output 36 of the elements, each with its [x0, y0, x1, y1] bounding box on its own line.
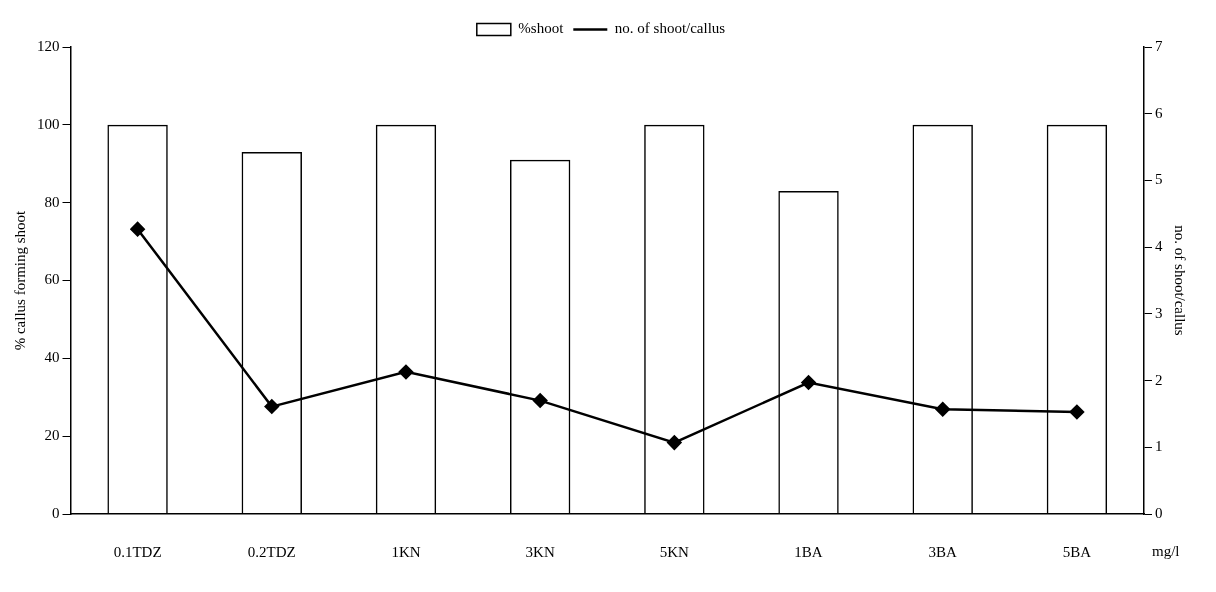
- point: [532, 393, 548, 408]
- point: [398, 364, 414, 380]
- y-tick-label: 0: [52, 504, 60, 521]
- point: [935, 402, 950, 417]
- y2-tick-label: 2: [1155, 371, 1163, 388]
- x-tick-label: 3KN: [525, 543, 555, 560]
- y2-tick-label: 0: [1155, 504, 1163, 521]
- y-tick-label: 120: [37, 37, 60, 54]
- point: [1069, 404, 1085, 420]
- point: [130, 221, 145, 237]
- y2-axis-title: no. of shoot/callus: [1171, 225, 1188, 336]
- y2-tick-label: 4: [1155, 238, 1163, 255]
- y2-tick-label: 5: [1155, 171, 1163, 188]
- x-tick-label: 5BA: [1062, 543, 1092, 560]
- y-tick-label: 60: [44, 271, 60, 288]
- y2-tick-label: 1: [1155, 438, 1163, 455]
- y-axis-title: % callus forming shoot: [11, 209, 28, 351]
- y-tick-label: 40: [44, 349, 60, 366]
- y2-tick-label: 7: [1155, 37, 1163, 54]
- x-axis-title: mg/l: [1152, 542, 1180, 559]
- y-tick-label: 20: [44, 427, 60, 444]
- x-tick-label: 3BA: [928, 543, 958, 560]
- y2-tick-label: 3: [1155, 304, 1163, 321]
- x-tick-label: 0.2TDZ: [247, 543, 296, 560]
- legend-label: no. of shoot/callus: [614, 20, 726, 37]
- x-tick-label: 5KN: [659, 543, 690, 560]
- x-tick-label: 0.1TDZ: [113, 543, 162, 560]
- x-tick-label: 1KN: [391, 543, 421, 560]
- legend-label: %shoot: [518, 20, 565, 37]
- point: [667, 435, 682, 450]
- point: [264, 399, 280, 414]
- y2-tick-label: 6: [1155, 104, 1163, 121]
- y-tick-label: 80: [44, 193, 60, 210]
- point: [801, 375, 816, 390]
- x-tick-label: 1BA: [794, 543, 823, 560]
- y-tick-label: 100: [37, 115, 60, 132]
